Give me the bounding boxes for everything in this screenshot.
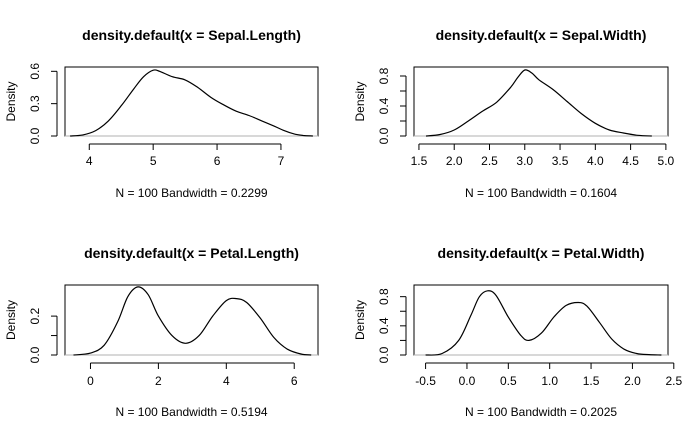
x-tick-label: 4.0 [587,154,604,168]
y-tick-label: 0.2 [28,307,42,324]
y-axis-label: Density [353,300,367,340]
x-tick-label: 4 [223,374,230,388]
x-tick-label: -0.5 [415,374,436,388]
y-tick-label: 0.0 [28,127,42,144]
x-axis: 0 2 4 6 [87,362,298,388]
y-tick-label: 0.4 [377,97,391,114]
y-tick-label: 0.4 [377,317,391,334]
y-axis-label: Density [353,81,367,121]
x-tick-label: 1.5 [411,154,428,168]
density-panel-2: density.default(x = Sepal.Width) 1.5 2.0 2.… [353,27,675,200]
y-axis: 0.0 0.3 0.6 [28,63,58,144]
x-tick-label: 3.5 [552,154,569,168]
x-tick-label: 4 [86,154,93,168]
x-tick-label: 2.0 [624,374,641,388]
plot-frame [413,284,669,356]
x-tick-label: 2.5 [665,374,682,388]
x-tick-label: 4.5 [622,154,639,168]
y-tick-label: 0.0 [377,127,391,144]
x-tick-label: 2 [155,374,162,388]
y-axis-label: Density [4,81,18,121]
panel-title: density.default(x = Sepal.Length) [82,27,301,43]
x-tick-label: 6 [291,374,298,388]
y-tick-label: 0.8 [377,67,391,84]
x-tick-label: 2.5 [481,154,498,168]
panel-title: density.default(x = Petal.Length) [84,245,299,261]
panel-title: density.default(x = Petal.Width) [438,245,645,261]
y-tick-label: 0.8 [377,288,391,305]
density-curve [425,69,652,137]
x-axis-label: N = 100 Bandwidth = 0.1604 [465,186,617,200]
x-tick-label: 5.0 [658,154,675,168]
plot-frame [413,66,669,137]
x-tick-label: 7 [278,154,285,168]
x-axis-label: N = 100 Bandwidth = 0.2299 [115,186,267,200]
density-curve [70,69,313,137]
density-curve [73,286,312,356]
x-tick-label: 3.0 [516,154,533,168]
x-tick-label: 0.0 [459,374,476,388]
density-panel-3: density.default(x = Petal.Length) 0 2 4 6 0.0… [4,245,319,419]
y-tick-label: 0.0 [377,346,391,363]
x-tick-label: 1.0 [541,374,558,388]
y-axis-label: Density [4,300,18,340]
x-axis: -0.5 0.0 0.5 1.0 1.5 2.0 2.5 [415,362,682,388]
y-axis: 0.0 0.4 0.8 [377,67,407,144]
density-panel-4: density.default(x = Petal.Width)-0.5 0.0 0… [353,245,682,419]
x-tick-label: 1.5 [583,374,600,388]
x-axis-label: N = 100 Bandwidth = 0.5194 [115,405,267,419]
x-tick-label: 6 [214,154,221,168]
x-tick-label: 2.0 [446,154,463,168]
density-curve [425,290,662,356]
y-axis: 0.0 0.4 0.8 [377,288,407,363]
density-panel-1: density.default(x = Sepal.Length) 4 5 6 7 0.0… [4,27,319,200]
y-tick-label: 0.0 [28,346,42,363]
x-tick-label: 5 [150,154,157,168]
x-tick-label: 0 [87,374,94,388]
y-tick-label: 0.3 [28,95,42,112]
x-axis: 4 5 6 7 [86,143,285,168]
y-axis: 0.0 0.2 [28,307,58,363]
x-tick-label: 0.5 [500,374,517,388]
panel-title: density.default(x = Sepal.Width) [436,27,647,43]
y-tick-label: 0.6 [28,63,42,80]
x-axis-label: N = 100 Bandwidth = 0.2025 [465,405,617,419]
x-axis: 1.5 2.0 2.5 3.0 3.5 4.0 4.5 5.0 [411,143,675,168]
